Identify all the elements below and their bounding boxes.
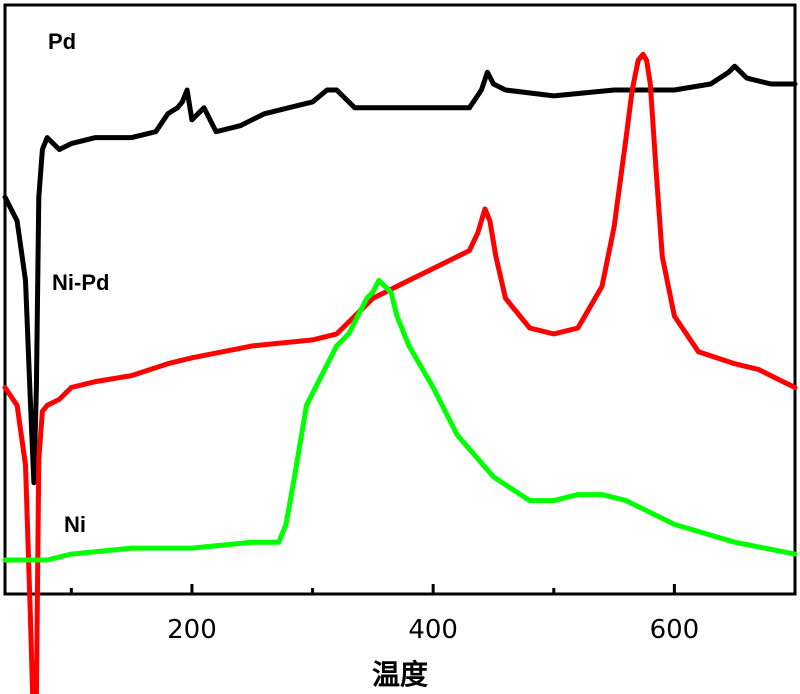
series-line-ni bbox=[2, 277, 798, 563]
series-line-ni-pd bbox=[2, 51, 798, 694]
series-labels: Pd Ni-Pd Ni bbox=[48, 29, 109, 537]
series-layer bbox=[2, 51, 798, 694]
x-tick-label: 400 bbox=[408, 615, 458, 645]
x-axis-title: 温度 bbox=[372, 658, 428, 691]
x-axis-ticks: 200 400 600 bbox=[69, 584, 700, 645]
series-line-pd bbox=[2, 63, 798, 486]
x-tick-label: 600 bbox=[650, 615, 700, 645]
series-label-ni-pd: Ni-Pd bbox=[52, 270, 109, 295]
series-label-ni: Ni bbox=[64, 512, 86, 537]
plot-frame bbox=[3, 3, 797, 596]
series-label-pd: Pd bbox=[48, 29, 76, 54]
x-tick-label: 200 bbox=[167, 615, 217, 645]
